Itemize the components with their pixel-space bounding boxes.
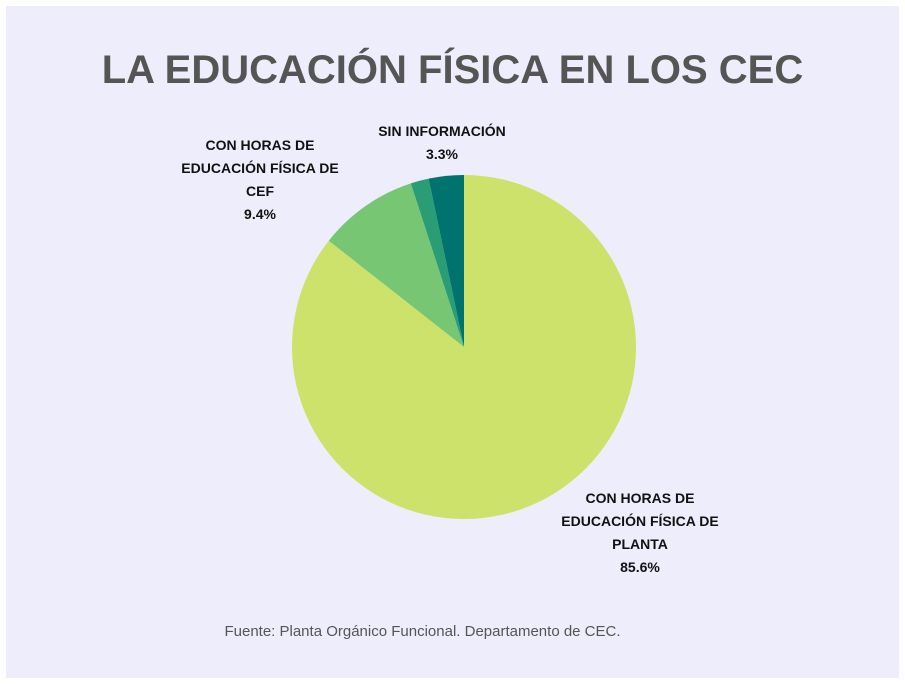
value-label: 9.4% [244, 206, 276, 222]
value-label: 3.3% [426, 146, 458, 162]
pie-slice [328, 183, 464, 347]
category-label: CON HORAS DE EDUCACIÓN FÍSICA DE CEF [181, 137, 339, 199]
slice-label: CON HORAS DE EDUCACIÓN FÍSICA DE CEF 9.4% [175, 134, 345, 226]
pie-slice [428, 175, 464, 347]
category-label: SIN INFORMACIÓN [378, 123, 506, 139]
pie-slice [410, 178, 464, 347]
slice-label: SIN INFORMACIÓN 3.3% [357, 120, 527, 166]
source-note: Fuente: Planta Orgánico Funcional. Depar… [224, 623, 621, 640]
chart-title: LA EDUCACIÓN FÍSICA EN LOS CEC [101, 48, 804, 92]
slice-label: CON HORAS DE EDUCACIÓN FÍSICA DE PLANTA 8… [555, 487, 725, 579]
value-label: 85.6% [620, 559, 660, 575]
category-label: CON HORAS DE EDUCACIÓN FÍSICA DE PLANTA [561, 490, 719, 552]
